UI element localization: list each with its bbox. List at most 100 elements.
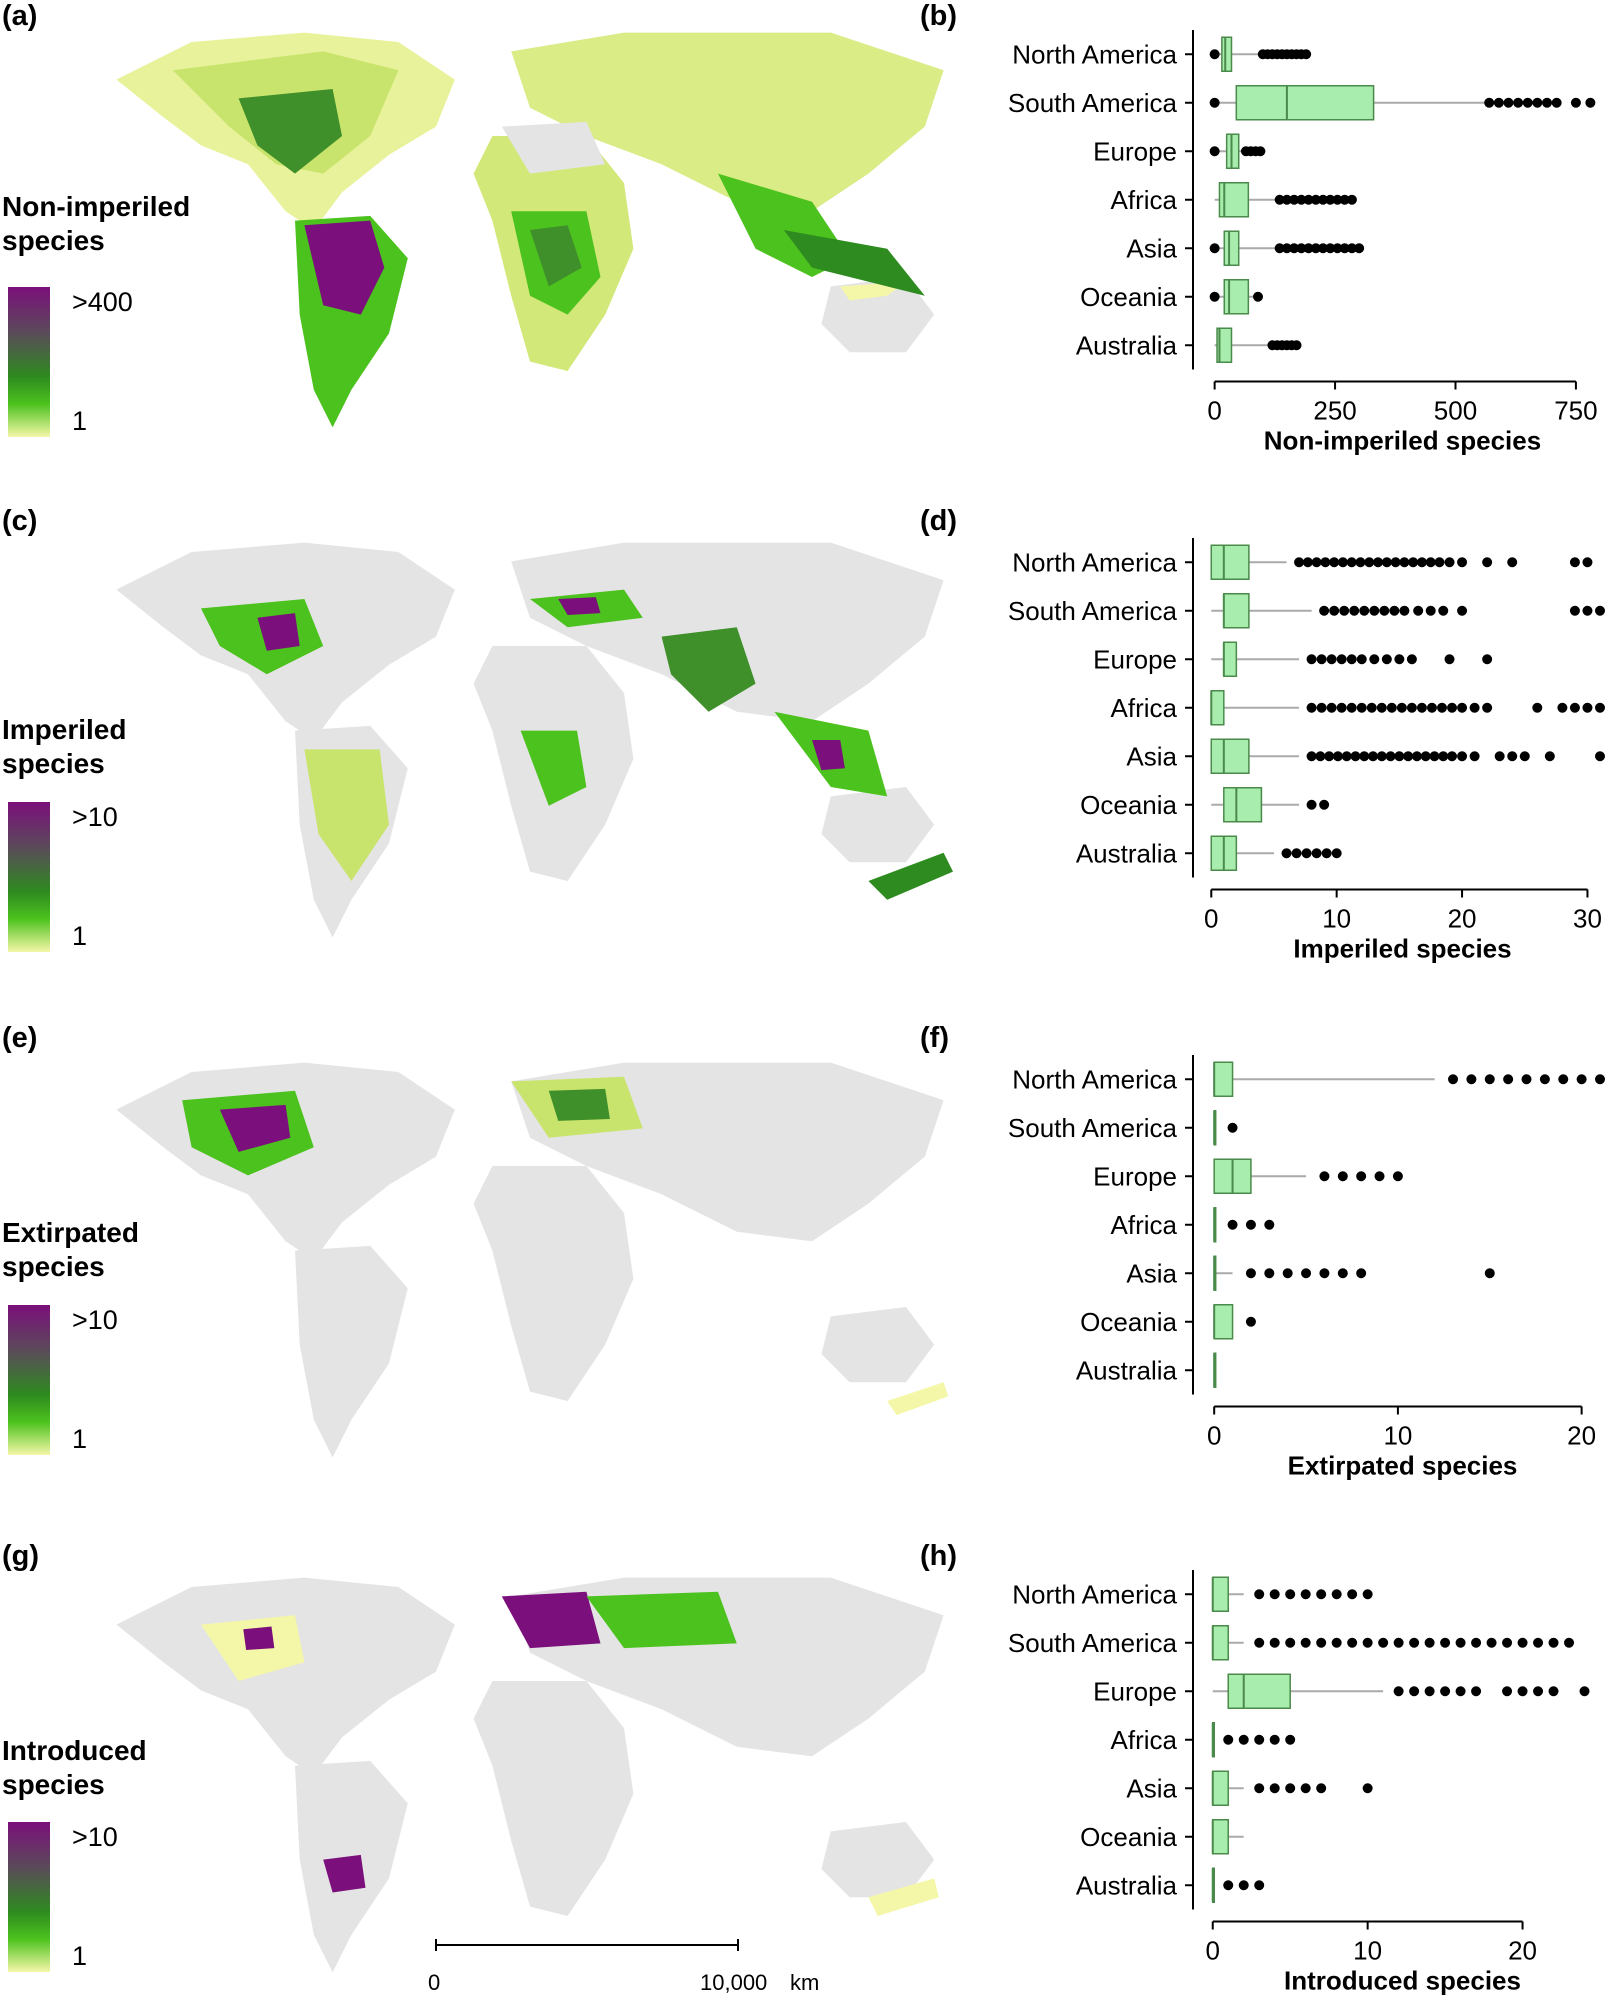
outlier-point	[1362, 1783, 1373, 1794]
box	[1213, 1061, 1234, 1097]
outlier-point	[1303, 194, 1314, 205]
outlier-point	[1424, 1637, 1435, 1648]
outlier-point	[1252, 291, 1263, 302]
outlier-point	[1409, 1686, 1420, 1697]
outlier-point	[1542, 97, 1553, 108]
legend-min-a: 1	[72, 406, 88, 436]
world-map-c	[116, 542, 953, 938]
outlier-point	[1517, 1637, 1528, 1648]
outlier-point	[1337, 1171, 1348, 1182]
outlier-point	[1564, 1637, 1575, 1648]
outlier-point	[1558, 1074, 1569, 1085]
outlier-point	[1238, 1880, 1249, 1891]
outlier-point	[1429, 751, 1440, 762]
x-tick-label: 20	[1508, 1936, 1537, 1966]
outlier-point	[1386, 702, 1397, 713]
outlier-point	[1539, 1074, 1550, 1085]
legend-gradient-e	[8, 1305, 50, 1455]
outlier-point	[1324, 751, 1335, 762]
outlier-point	[1416, 702, 1427, 713]
outlier-point	[1329, 557, 1340, 568]
outlier-point	[1339, 243, 1350, 254]
outlier-point	[1484, 1268, 1495, 1279]
box	[1225, 133, 1240, 169]
world-map-a	[116, 32, 944, 428]
boxplot-chart-h: North America South America Europe Africa As…	[1008, 1570, 1590, 1996]
x-axis-label: Introduced species	[1284, 1966, 1521, 1996]
outlier-point	[1521, 1074, 1532, 1085]
legend-min-g: 1	[72, 1941, 88, 1971]
outlier-point	[1409, 1637, 1420, 1648]
outlier-point	[1306, 751, 1317, 762]
outlier-point	[1364, 557, 1375, 568]
outlier-point	[1356, 1268, 1367, 1279]
outlier-point	[1326, 654, 1337, 665]
outlier-point	[1269, 1637, 1280, 1648]
outlier-point	[1346, 557, 1357, 568]
legend-title-g: Introduced species	[2, 1735, 147, 1800]
y-tick-label: Asia	[1126, 233, 1177, 263]
outlier-point	[1393, 1637, 1404, 1648]
x-tick-label: 0	[1204, 904, 1218, 934]
y-tick-label: South America	[1008, 1628, 1178, 1658]
outlier-point	[1316, 702, 1327, 713]
outlier-point	[1595, 605, 1605, 616]
outlier-point	[1319, 605, 1330, 616]
outlier-point	[1285, 1589, 1296, 1600]
outlier-point	[1209, 291, 1220, 302]
outlier-point	[1482, 654, 1493, 665]
outlier-point	[1457, 751, 1468, 762]
outlier-point	[1399, 605, 1410, 616]
x-tick-label: 750	[1554, 396, 1597, 426]
y-tick-label: Africa	[1111, 1725, 1178, 1755]
outlier-point	[1437, 702, 1447, 713]
box	[1211, 1770, 1229, 1806]
y-tick-label: South America	[1008, 88, 1178, 118]
outlier-point	[1579, 1686, 1590, 1697]
y-tick-label: Australia	[1076, 1355, 1178, 1385]
y-tick-label: North America	[1012, 547, 1177, 577]
outlier-point	[1301, 848, 1312, 859]
outlier-point	[1595, 1074, 1605, 1085]
y-tick-label: Africa	[1111, 185, 1178, 215]
outlier-point	[1332, 194, 1343, 205]
legend-gradient-a	[8, 287, 50, 437]
outlier-point	[1315, 751, 1326, 762]
legend-gradient-g	[8, 1822, 50, 1972]
outlier-point	[1341, 751, 1352, 762]
outlier-point	[1379, 605, 1390, 616]
outlier-point	[1245, 1316, 1256, 1327]
outlier-point	[1522, 97, 1533, 108]
panel-letter-d: (d)	[920, 505, 958, 537]
outlier-point	[1366, 702, 1377, 713]
outlier-point	[1316, 1783, 1327, 1794]
outlier-point	[1316, 1637, 1327, 1648]
x-tick-label: 0	[1207, 1421, 1221, 1451]
outlier-point	[1551, 97, 1562, 108]
outlier-point	[1359, 605, 1370, 616]
outlier-point	[1369, 605, 1380, 616]
outlier-point	[1269, 1734, 1280, 1745]
outlier-point	[1356, 654, 1367, 665]
outlier-point	[1447, 702, 1458, 713]
x-tick-label: 10	[1383, 1421, 1412, 1451]
outlier-point	[1403, 751, 1414, 762]
legend-max-g: >10	[72, 1822, 118, 1852]
outlier-point	[1331, 848, 1342, 859]
outlier-point	[1438, 751, 1449, 762]
outlier-point	[1376, 751, 1387, 762]
box	[1211, 1625, 1229, 1661]
outlier-point	[1507, 751, 1518, 762]
outlier-point	[1223, 1880, 1234, 1891]
scale-bar	[435, 1939, 739, 1951]
outlier-point	[1291, 340, 1302, 351]
outlier-point	[1303, 243, 1314, 254]
outlier-point	[1274, 194, 1285, 205]
outlier-point	[1294, 557, 1305, 568]
outlier-point	[1457, 605, 1468, 616]
outlier-point	[1264, 1268, 1275, 1279]
outlier-point	[1381, 557, 1392, 568]
outlier-point	[1254, 1734, 1265, 1745]
outlier-point	[1570, 97, 1581, 108]
outlier-point	[1306, 799, 1317, 810]
